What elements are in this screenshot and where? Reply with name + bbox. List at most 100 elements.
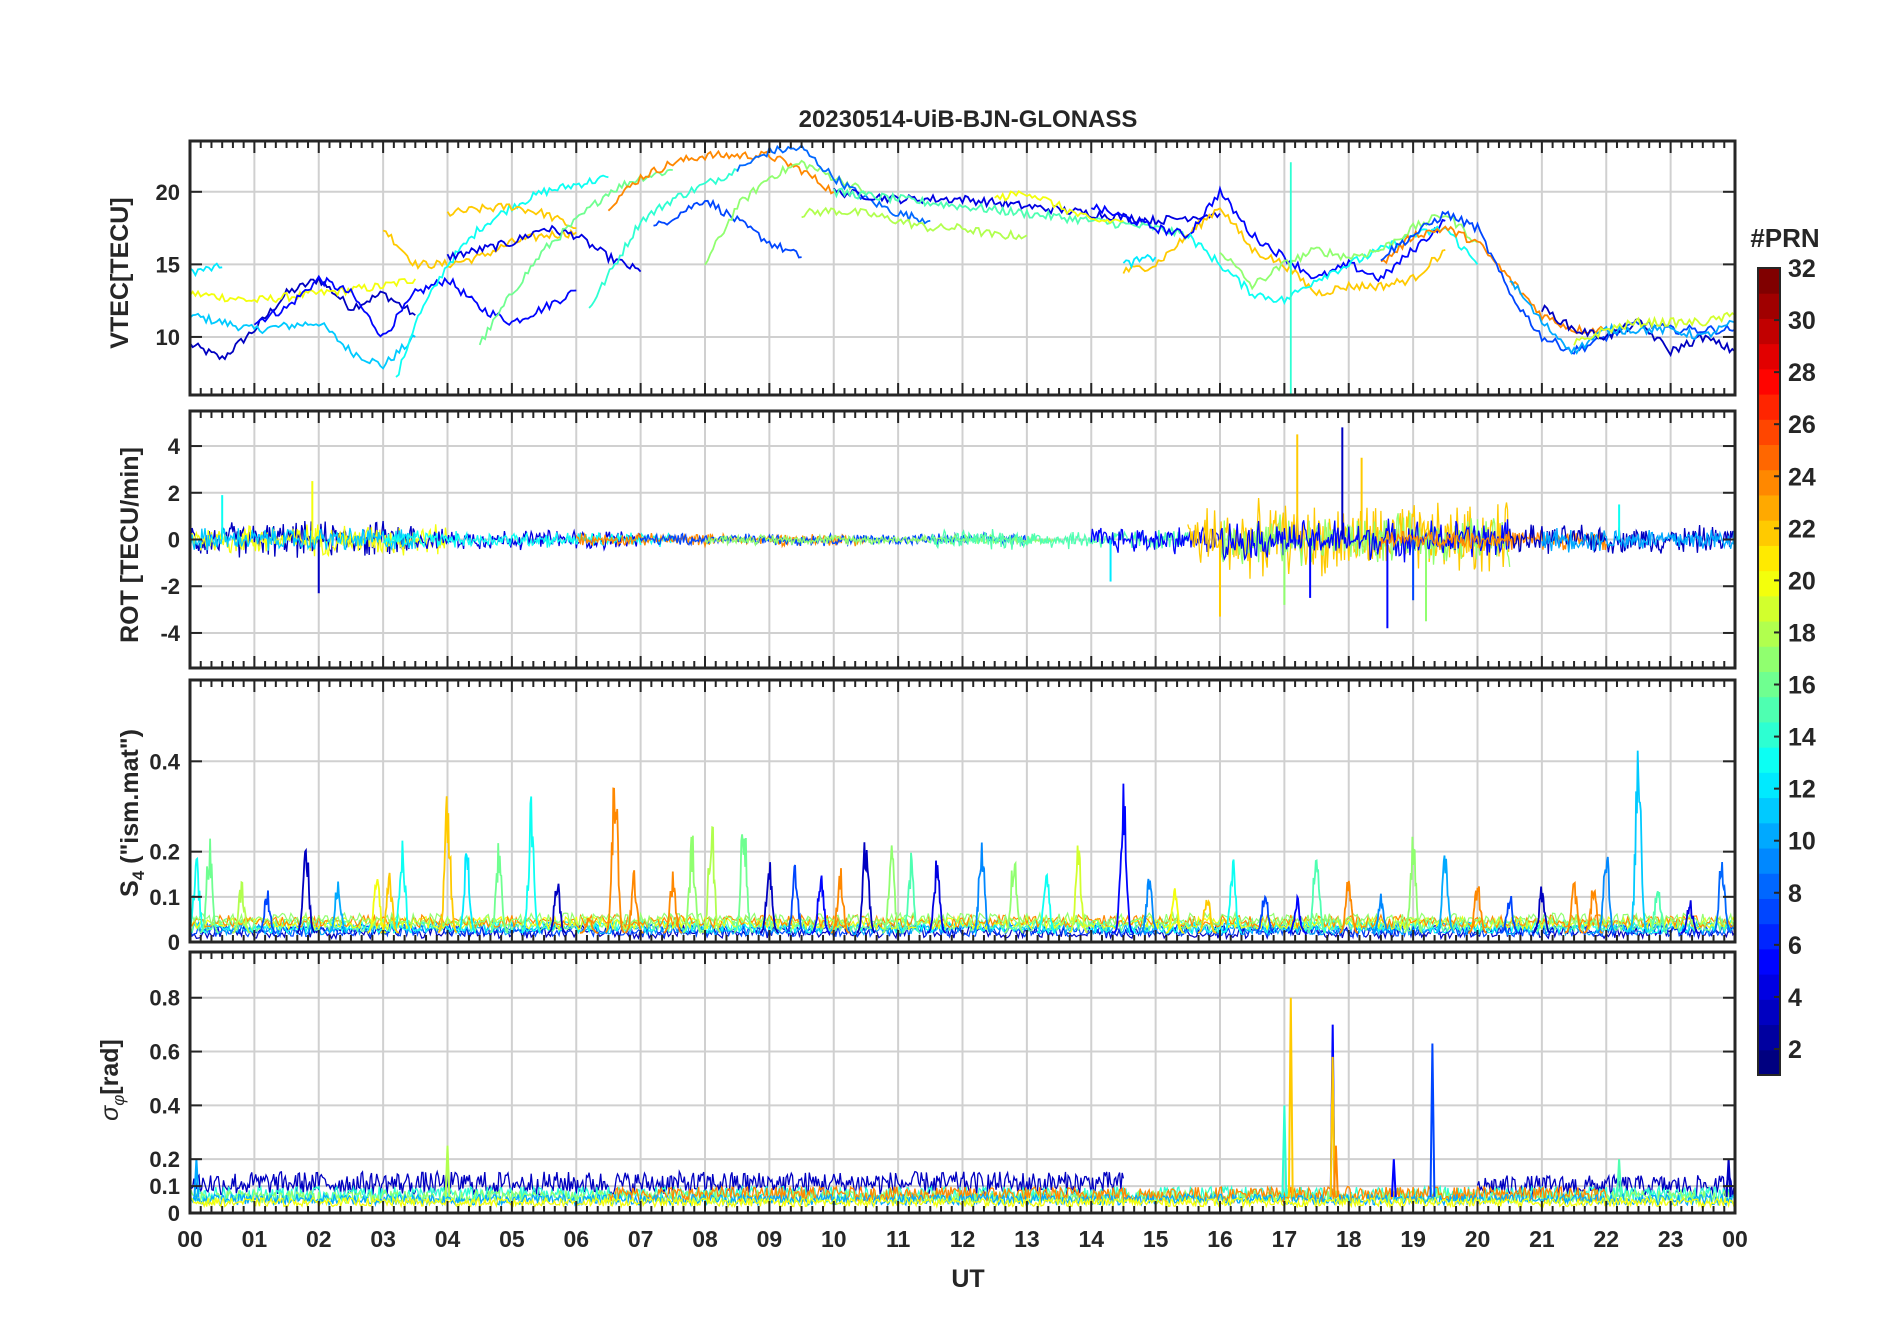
colorbar-segment <box>1758 974 1780 1000</box>
s4-peak-prn-24 <box>579 918 599 934</box>
series-prn-10 <box>1509 280 1735 355</box>
s4-baseline-prn-13 <box>190 918 1735 935</box>
colorbar-segment <box>1758 520 1780 546</box>
y-tick-label: 0.6 <box>149 1040 180 1065</box>
panel-vtec: 10 15 20 <box>156 139 1737 397</box>
s4-peak-prn-10 <box>328 881 348 934</box>
y-tick-label: 0.8 <box>149 986 180 1011</box>
s4-peak-prn-12 <box>457 853 477 934</box>
s4-peak-prn-22 <box>1197 899 1217 934</box>
x-tick-label: 17 <box>1272 1226 1298 1252</box>
data-layer <box>190 143 1735 395</box>
x-tick-label: 13 <box>1014 1226 1040 1252</box>
s4-peak-prn-15 <box>901 852 921 934</box>
sigma-spike-prn-14 <box>1281 1105 1288 1197</box>
series-prn-10 <box>1541 528 1735 553</box>
s4-peak-prn-9 <box>1371 893 1391 934</box>
colorbar-frame <box>1757 267 1781 1076</box>
y-tick-label: 0 <box>168 528 180 553</box>
s4-peak-prn-10 <box>1435 855 1456 934</box>
sigma-spike-prn-18 <box>444 1145 451 1197</box>
colorbar-tick-label: 24 <box>1788 463 1816 491</box>
colorbar-tick-label: 16 <box>1788 672 1816 700</box>
s4-peak-prn-13 <box>1223 859 1243 934</box>
s4-peak-prn-3 <box>856 842 876 934</box>
s4-peak-prn-24 <box>1468 886 1488 934</box>
series-prn-13 <box>1187 225 1479 306</box>
colorbar-segment <box>1758 268 1780 294</box>
s4-peak-prn-9 <box>1139 878 1159 934</box>
x-tick-label: 22 <box>1593 1226 1619 1252</box>
data-layer <box>190 997 1735 1209</box>
axes-box <box>188 678 1737 944</box>
x-tick-label: 21 <box>1529 1226 1555 1252</box>
colorbar-segment <box>1758 671 1780 698</box>
y-tick-label: 0.1 <box>149 1174 180 1199</box>
colorbar-segment <box>1758 696 1780 723</box>
series-prn-5 <box>1219 518 1511 563</box>
x-tick-label: 01 <box>242 1226 268 1252</box>
s4-peak-prn-18 <box>232 880 251 934</box>
series-prn-3 <box>190 275 416 361</box>
colorbar-tick-label: 14 <box>1788 724 1816 752</box>
s4-peak-prn-22 <box>437 796 458 934</box>
s4-peak-prn-15 <box>1648 891 1668 934</box>
ylabel-s4-main: S <box>116 880 144 897</box>
x-tick-label: 23 <box>1658 1226 1684 1252</box>
sigma-series-prn-3 <box>190 1169 1125 1196</box>
axes-box <box>188 409 1737 670</box>
axes-box <box>188 950 1737 1215</box>
y-tick-label: -4 <box>160 621 180 646</box>
y-tick-label: 0 <box>168 1201 180 1226</box>
series-prn-22 <box>1122 207 1446 297</box>
colorbar-segment <box>1758 1024 1780 1051</box>
x-tick-label: 20 <box>1465 1226 1491 1252</box>
colorbar-segment <box>1758 721 1780 748</box>
s4-peak-prn-5 <box>1287 893 1307 934</box>
sigma-spike-prn-22 <box>1287 997 1294 1197</box>
ylabel-s4-sub: 4 <box>129 870 148 880</box>
s4-peak-prn-24 <box>663 871 683 934</box>
s4-peak-prn-17 <box>1403 836 1423 934</box>
x-tick-label: 15 <box>1143 1226 1169 1252</box>
colorbar-segment <box>1758 419 1780 446</box>
x-tick-label: 18 <box>1336 1226 1362 1252</box>
s4-peak-prn-7 <box>1500 895 1520 934</box>
panel-s4: 0 0.1 0.2 0.4 <box>149 678 1737 955</box>
colorbar-segment <box>1758 545 1780 572</box>
series-prn-11 <box>190 312 416 370</box>
ylabel-sigma-phi: σφ[rad] <box>96 1039 128 1121</box>
series-prn-17 <box>1219 512 1511 567</box>
ylabel-s4-rest: ("ism.mat") <box>116 729 144 871</box>
colorbar-segment <box>1758 444 1780 471</box>
y-tick-label: 0.2 <box>149 1147 180 1172</box>
series-prn-22 <box>446 202 577 230</box>
y-tick-label: 0 <box>168 930 180 955</box>
series-prn-18 <box>801 206 1028 241</box>
y-tick-label: 2 <box>168 481 180 506</box>
y-tick-label: 0.4 <box>149 1093 180 1118</box>
data-layer <box>190 427 1735 629</box>
ylabel-vtec: VTEC[TECU] <box>106 197 134 348</box>
series-prn-4 <box>446 224 642 273</box>
s4-peak-prn-16 <box>733 834 754 934</box>
s4-peak-prn-4 <box>927 860 947 934</box>
x-tick-label: 05 <box>499 1226 525 1252</box>
s4-peak-prn-17 <box>1004 860 1024 934</box>
colorbar-segment <box>1758 394 1780 420</box>
x-tick-label: 16 <box>1207 1226 1233 1252</box>
chart-title: 20230514-UiB-BJN-GLONASS <box>799 106 1138 133</box>
s4-peak-prn-16 <box>489 843 509 934</box>
s4-peak-prn-7 <box>257 890 277 934</box>
panel-sigma-phi: 00.10.2 0.4 0.6 0.8 <box>149 950 1737 1226</box>
colorbar-segment <box>1758 848 1780 874</box>
series-prn-20 <box>190 278 417 304</box>
series-prn-13 <box>382 530 674 549</box>
colorbar-segment <box>1758 999 1780 1026</box>
data-layer <box>190 750 1735 941</box>
s4-peak-prn-9 <box>1596 856 1616 934</box>
y-tick-label: 20 <box>156 180 180 205</box>
x-tick-label: 06 <box>563 1226 589 1252</box>
ylabel-sigma-main: σ <box>96 1105 124 1121</box>
